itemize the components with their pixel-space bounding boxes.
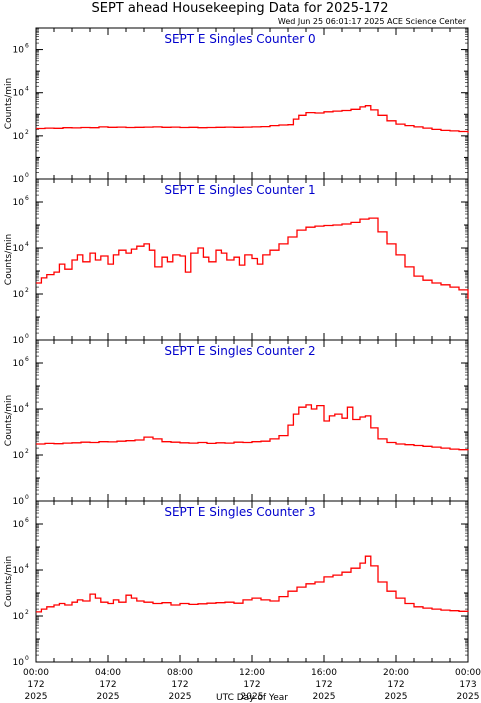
x-tick-label: 12:00: [239, 668, 265, 678]
y-tick-exponent: 6: [25, 356, 29, 363]
panel-frame: [35, 500, 469, 663]
y-tick-label: 10: [13, 612, 25, 622]
y-tick-label: 10: [13, 244, 25, 254]
y-tick-exponent: 6: [25, 195, 29, 202]
y-tick-exponent: 2: [25, 609, 29, 616]
x-tick-label: 2025: [97, 692, 120, 702]
y-axis-label: Counts/min: [4, 556, 14, 607]
panel-frame: [35, 27, 469, 180]
y-tick-exponent: 6: [25, 517, 29, 524]
y-tick-label: 10: [13, 520, 25, 530]
x-tick-label: 172: [315, 680, 332, 690]
x-tick-label: 16:00: [311, 668, 337, 678]
y-tick-label: 10: [13, 46, 25, 56]
y-tick-exponent: 4: [25, 402, 29, 409]
y-tick-label: 10: [13, 497, 25, 507]
y-tick-exponent: 4: [25, 86, 29, 93]
series-trace: [36, 217, 469, 300]
x-tick-label: 172: [387, 680, 404, 690]
x-tick-label: 20:00: [383, 668, 409, 678]
panel-title: SEPT E Singles Counter 1: [164, 183, 315, 197]
y-tick-label: 10: [13, 451, 25, 461]
y-tick-label: 10: [13, 175, 25, 185]
x-axis-label: UTC Day of Year: [216, 693, 288, 703]
y-tick-label: 10: [13, 658, 25, 668]
panel-title: SEPT E Singles Counter 2: [164, 344, 315, 358]
x-tick-label: 172: [171, 680, 188, 690]
x-tick-label: 172: [27, 680, 44, 690]
x-tick-label: 173: [459, 680, 476, 690]
y-tick-exponent: 0: [25, 172, 29, 179]
x-tick-label: 2025: [25, 692, 48, 702]
x-tick-label: 2025: [313, 692, 336, 702]
x-tick-label: 172: [243, 680, 260, 690]
x-tick-label: 04:00: [95, 668, 121, 678]
y-tick-exponent: 0: [25, 494, 29, 501]
panel-frame: [35, 339, 469, 502]
y-tick-exponent: 2: [25, 129, 29, 136]
y-tick-label: 10: [13, 290, 25, 300]
y-tick-exponent: 0: [25, 655, 29, 662]
y-axis-label: Counts/min: [4, 395, 14, 446]
y-tick-label: 10: [13, 336, 25, 346]
y-tick-label: 10: [13, 198, 25, 208]
y-tick-label: 10: [13, 89, 25, 99]
x-tick-label: 2025: [385, 692, 408, 702]
y-axis-label: Counts/min: [4, 234, 14, 285]
series-trace: [36, 555, 469, 613]
y-tick-exponent: 0: [25, 333, 29, 340]
y-tick-exponent: 4: [25, 563, 29, 570]
y-tick-exponent: 4: [25, 241, 29, 248]
x-tick-label: 08:00: [167, 668, 193, 678]
series-trace: [36, 105, 469, 133]
x-tick-label: 00:00: [455, 668, 481, 678]
x-tick-label: 172: [99, 680, 116, 690]
y-tick-exponent: 2: [25, 448, 29, 455]
y-tick-exponent: 6: [25, 43, 29, 50]
y-tick-label: 10: [13, 405, 25, 415]
x-tick-label: 2025: [169, 692, 192, 702]
x-tick-label: 00:00: [23, 668, 49, 678]
x-tick-label: 2025: [241, 692, 264, 702]
x-tick-label: 2025: [457, 692, 480, 702]
timestamp-label: Wed Jun 25 06:01:17 2025 ACE Science Cen…: [278, 17, 467, 26]
panel-title: SEPT E Singles Counter 3: [164, 505, 315, 519]
y-tick-label: 10: [13, 359, 25, 369]
y-axis-label: Counts/min: [4, 78, 14, 129]
panel-title: SEPT E Singles Counter 0: [164, 32, 315, 46]
y-tick-label: 10: [13, 566, 25, 576]
y-tick-label: 10: [13, 132, 25, 142]
figure-title: SEPT ahead Housekeeping Data for 2025-17…: [92, 1, 389, 16]
y-tick-exponent: 2: [25, 287, 29, 294]
series-trace: [36, 404, 469, 451]
